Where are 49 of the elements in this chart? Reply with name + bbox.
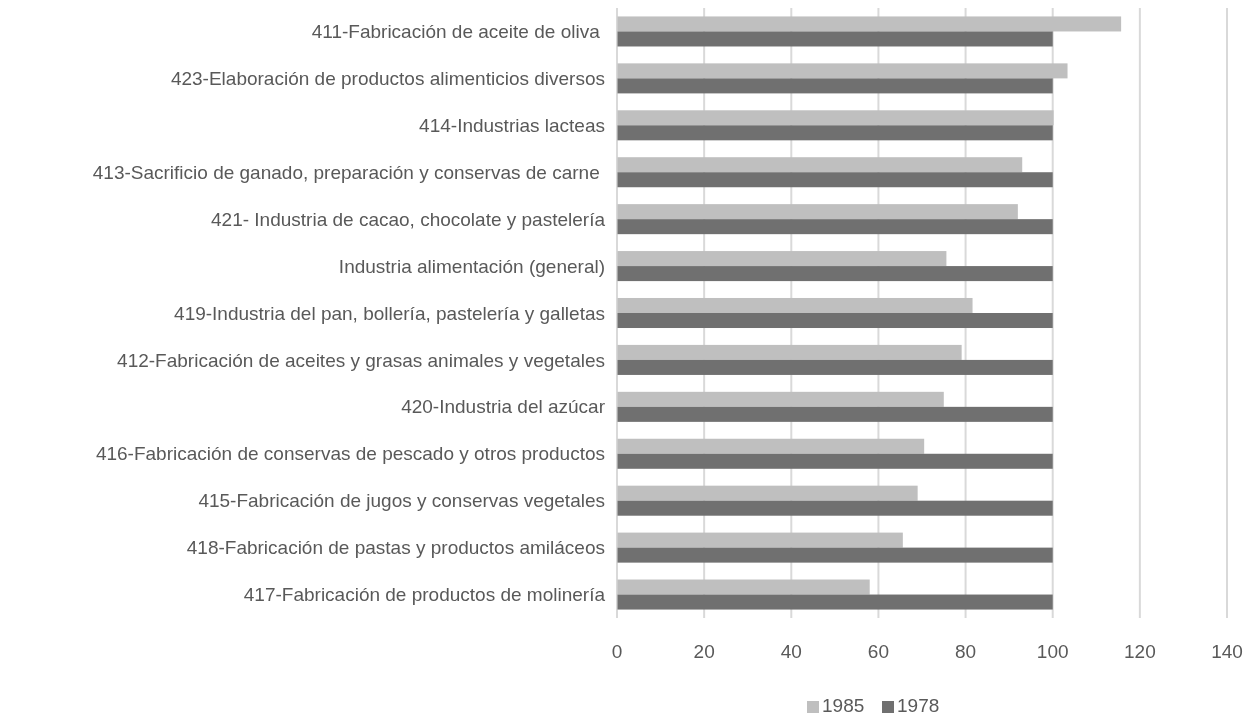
y-tick-label: 415-Fabricación de jugos y conservas vegetales bbox=[198, 490, 605, 512]
bar bbox=[617, 125, 1053, 141]
bar bbox=[617, 438, 925, 454]
y-tick-label: 412-Fabricación de aceites y grasas animales y vegetales bbox=[117, 349, 605, 371]
bar bbox=[617, 359, 1053, 375]
y-tick-label: Industria alimentación (general) bbox=[338, 255, 605, 277]
bar bbox=[617, 172, 1053, 188]
x-tick-label: 60 bbox=[867, 641, 889, 662]
bar bbox=[617, 344, 962, 360]
bar bbox=[617, 157, 1023, 173]
y-tick-label: 416-Fabricación de conservas de pescado y otros productos bbox=[95, 443, 605, 465]
bar bbox=[617, 391, 944, 407]
legend-label: 1985 bbox=[822, 695, 865, 716]
bar bbox=[617, 579, 870, 595]
y-tick-label: 421- Industria de cacao, chocolate y pastelería bbox=[211, 208, 606, 230]
bar bbox=[617, 406, 1053, 422]
y-tick-label: 420-Industria del azúcar bbox=[401, 396, 606, 418]
x-tick-label: 80 bbox=[955, 641, 977, 662]
bar bbox=[617, 31, 1053, 47]
bar bbox=[617, 266, 1053, 282]
bar bbox=[617, 547, 1053, 563]
y-tick-label: 419-Industria del pan, bollería, pastelería y galletas bbox=[174, 302, 605, 324]
bar bbox=[617, 485, 918, 501]
bar bbox=[617, 63, 1068, 79]
y-tick-label: 417-Fabricación de productos de molinería bbox=[243, 584, 606, 606]
bar bbox=[617, 219, 1053, 235]
bar bbox=[617, 594, 1053, 610]
bar bbox=[617, 110, 1054, 126]
bar bbox=[617, 251, 947, 267]
bar bbox=[617, 204, 1018, 220]
bar bbox=[617, 78, 1053, 94]
x-tick-label: 40 bbox=[780, 641, 802, 662]
bar bbox=[617, 500, 1053, 516]
x-tick-label: 120 bbox=[1124, 641, 1156, 662]
x-tick-label: 20 bbox=[693, 641, 715, 662]
x-tick-label: 0 bbox=[611, 641, 623, 662]
bar bbox=[617, 16, 1122, 32]
bar bbox=[617, 313, 1053, 329]
y-tick-label: 411-Fabricación de aceite de oliva bbox=[311, 21, 605, 43]
bar bbox=[617, 532, 903, 548]
bar bbox=[617, 453, 1053, 469]
y-tick-label: 414-Industrias lacteas bbox=[419, 114, 605, 136]
y-tick-label: 423-Elaboración de productos alimenticios diversos bbox=[170, 68, 605, 90]
bar bbox=[617, 297, 973, 313]
x-tick-label: 100 bbox=[1036, 641, 1069, 662]
legend-label: 1978 bbox=[897, 695, 940, 716]
y-tick-label: 413-Sacrificio de ganado, preparación y conservas de carne bbox=[92, 161, 605, 183]
x-tick-label: 140 bbox=[1211, 641, 1243, 662]
y-tick-label: 418-Fabricación de pastas y productos amiláceos bbox=[186, 537, 605, 559]
